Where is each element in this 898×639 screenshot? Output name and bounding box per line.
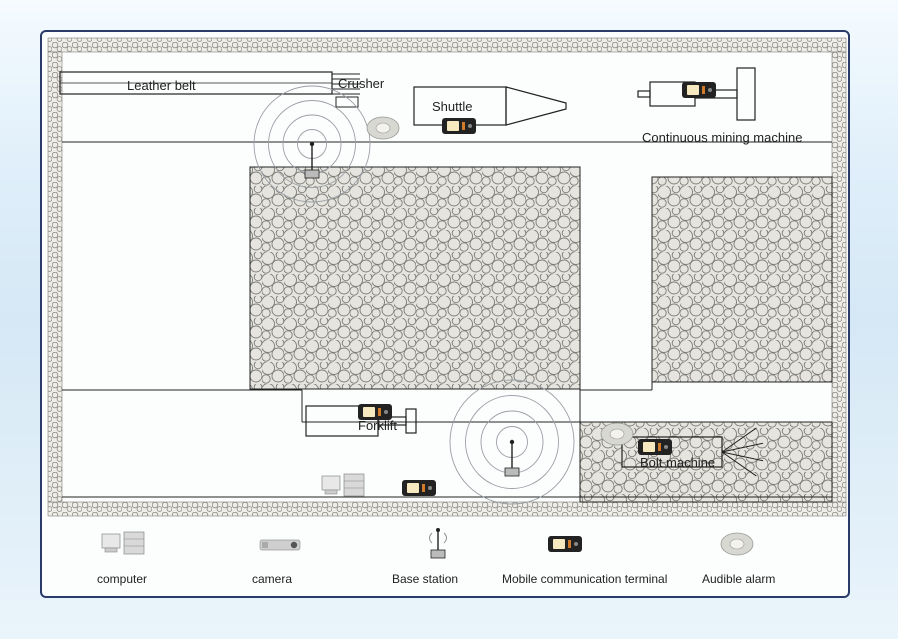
legend-label-terminal: Mobile communication terminal [502,572,667,586]
label-forklift: Forklift [358,418,397,433]
legend-label-camera: camera [252,572,292,586]
legend-icons-group [102,528,753,558]
label-crusher: Crusher [338,76,384,91]
legend-label-computer: computer [97,572,147,586]
label-bolt_machine: Bolt machine [640,455,715,470]
legend-label-base_station: Base station [392,572,458,586]
mining-diagram-svg [42,32,852,600]
label-leather_belt: Leather belt [127,78,196,93]
label-shuttle: Shuttle [432,99,472,114]
diagram-frame: Leather belt Crusher Shuttle Continuous min… [40,30,850,598]
legend-label-alarm: Audible alarm [702,572,775,586]
label-cont_mining: Continuous mining machine [642,130,802,145]
